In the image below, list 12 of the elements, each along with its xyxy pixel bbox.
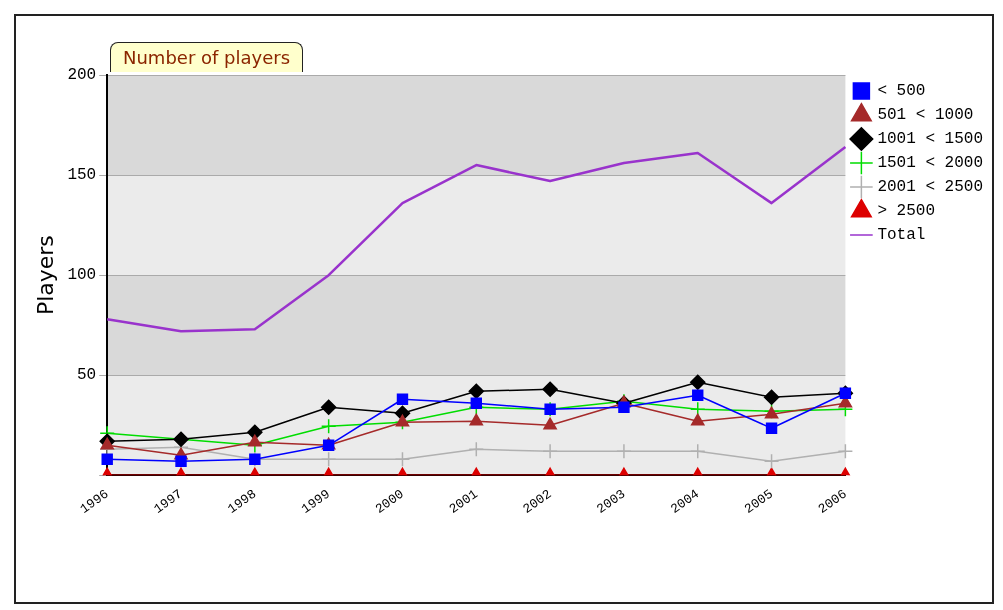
legend-label: 501 < 1000: [877, 106, 974, 125]
legend-label: < 500: [877, 82, 926, 101]
y-axis-title: Players: [32, 235, 58, 316]
y-tick-label: 50: [77, 366, 97, 385]
legend-label: Total: [877, 226, 926, 245]
y-tick-label: 150: [67, 166, 97, 185]
y-tick-label: 100: [67, 266, 97, 285]
legend-label: 1001 < 1500: [877, 130, 984, 149]
legend-label: 1501 < 2000: [877, 154, 984, 173]
y-tick-label: 200: [67, 66, 97, 85]
legend-label: > 2500: [877, 202, 935, 221]
legend-label: 2001 < 2500: [877, 178, 984, 197]
